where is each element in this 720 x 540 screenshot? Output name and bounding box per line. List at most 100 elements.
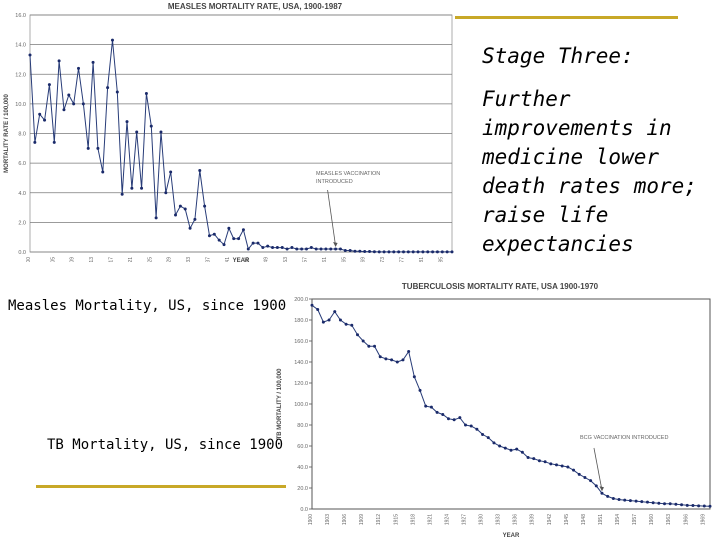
data-point xyxy=(445,250,449,254)
data-point xyxy=(159,130,163,134)
data-point xyxy=(309,246,313,250)
data-point xyxy=(424,404,428,408)
data-point xyxy=(377,250,381,254)
data-point xyxy=(617,498,621,502)
y-tick-label: 6.0 xyxy=(18,161,26,167)
data-point xyxy=(193,217,197,221)
data-point xyxy=(338,247,342,251)
data-point xyxy=(367,344,371,348)
data-point xyxy=(67,93,71,97)
data-point xyxy=(135,130,139,134)
x-tick-label: 1963 xyxy=(666,514,672,525)
y-tick-label: 0.0 xyxy=(300,507,308,513)
data-point xyxy=(406,250,410,254)
y-tick-label: 10.0 xyxy=(15,102,26,108)
data-point xyxy=(600,491,604,495)
annotation-text: MEASLES VACCINATION xyxy=(316,171,380,177)
annotation-text: BCG VACCINATION INTRODUCED xyxy=(580,435,668,441)
y-tick-label: 2.0 xyxy=(18,220,26,226)
x-tick-label: 1945 xyxy=(564,514,570,525)
data-point xyxy=(663,502,667,506)
x-tick-label: 1905 xyxy=(50,257,56,262)
data-point xyxy=(520,450,524,454)
data-point xyxy=(668,502,672,506)
x-tick-label: 1921 xyxy=(427,514,433,525)
data-point xyxy=(628,499,632,503)
data-point xyxy=(28,53,32,57)
x-tick-label: 1913 xyxy=(89,257,95,262)
data-point xyxy=(492,441,496,445)
y-axis-label: MORTALITY RATE / 100,000 xyxy=(4,93,10,172)
x-tick-label: 1933 xyxy=(496,514,502,525)
data-point xyxy=(382,250,386,254)
accent-rule-bottom xyxy=(36,485,286,488)
plot-area xyxy=(311,298,711,510)
data-point xyxy=(348,249,352,253)
x-tick-label: 1966 xyxy=(683,514,689,525)
data-point xyxy=(589,479,593,483)
data-point xyxy=(203,204,207,208)
data-point xyxy=(411,250,415,254)
data-point xyxy=(246,247,250,251)
data-point xyxy=(251,241,255,245)
y-tick-label: 4.0 xyxy=(18,191,26,197)
x-tick-label: 1948 xyxy=(581,514,587,525)
data-point xyxy=(241,228,245,232)
chart-title: TUBERCULOSIS MORTALITY RATE, USA 1900-19… xyxy=(402,282,599,291)
data-point xyxy=(280,246,284,250)
data-point xyxy=(350,323,354,327)
data-point xyxy=(232,237,236,241)
data-point xyxy=(319,247,323,251)
x-tick-label: 1973 xyxy=(380,257,386,262)
data-point xyxy=(77,66,81,70)
x-tick-label: 1957 xyxy=(302,257,308,262)
x-tick-label: 1937 xyxy=(205,257,211,262)
data-point xyxy=(324,247,328,251)
data-point xyxy=(217,238,221,242)
data-point xyxy=(256,241,260,245)
data-point xyxy=(594,484,598,488)
data-point xyxy=(353,249,357,253)
data-point xyxy=(395,360,399,364)
data-point xyxy=(334,247,338,251)
data-point xyxy=(290,246,294,250)
data-point xyxy=(440,250,444,254)
data-point xyxy=(412,375,416,379)
data-point xyxy=(285,247,289,251)
annotation-text: INTRODUCED xyxy=(316,179,353,185)
data-point xyxy=(464,423,468,427)
x-tick-label: 1936 xyxy=(513,514,519,525)
data-point xyxy=(358,249,362,253)
data-point xyxy=(537,459,541,463)
x-axis-label: YEAR xyxy=(233,258,250,262)
x-tick-label: 1977 xyxy=(399,257,405,262)
data-point xyxy=(657,501,661,505)
data-point xyxy=(329,247,333,251)
x-tick-label: 1906 xyxy=(342,514,348,525)
tb-caption: TB Mortality, US, since 1900 xyxy=(47,437,284,453)
data-point xyxy=(469,424,473,428)
x-tick-label: 1909 xyxy=(359,514,365,525)
x-tick-label: 1929 xyxy=(167,257,173,262)
y-tick-label: 200.0 xyxy=(294,297,308,303)
y-tick-label: 120.0 xyxy=(294,381,308,387)
data-point xyxy=(81,102,85,106)
data-point xyxy=(43,118,47,122)
data-point xyxy=(509,448,513,452)
data-point xyxy=(271,246,275,250)
data-point xyxy=(572,468,576,472)
x-tick-label: 1954 xyxy=(615,514,621,525)
data-point xyxy=(421,250,425,254)
data-point xyxy=(634,499,638,503)
x-tick-label: 1900 xyxy=(308,514,314,525)
data-point xyxy=(149,124,153,128)
data-point xyxy=(316,308,320,311)
data-point xyxy=(426,250,430,254)
data-point xyxy=(606,494,610,498)
data-point xyxy=(212,232,216,236)
measles-chart: MEASLES MORTALITY RATE, USA, 1900-1987 0.… xyxy=(4,2,454,262)
data-point xyxy=(130,186,134,190)
data-point xyxy=(125,120,129,124)
data-point xyxy=(645,500,649,504)
data-point xyxy=(378,355,382,359)
